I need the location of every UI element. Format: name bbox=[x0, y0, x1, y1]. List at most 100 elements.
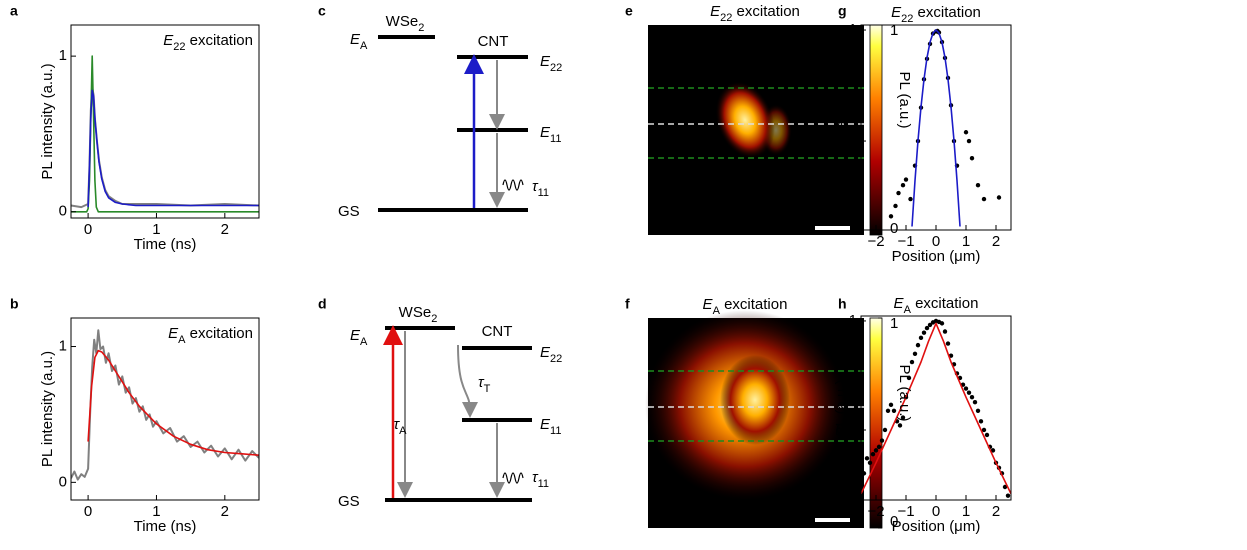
text-part: E bbox=[540, 344, 551, 361]
point bbox=[975, 408, 981, 413]
y-tick-label: 1 bbox=[59, 47, 67, 64]
point bbox=[963, 130, 969, 135]
panel-letter: e bbox=[625, 3, 633, 19]
rich-text: E22 bbox=[540, 53, 562, 74]
x-tick-label: 2 bbox=[992, 233, 1000, 250]
point bbox=[897, 423, 903, 428]
point bbox=[888, 402, 894, 408]
point bbox=[876, 444, 882, 450]
point bbox=[885, 408, 891, 413]
point bbox=[996, 195, 1002, 200]
map-blob bbox=[720, 355, 790, 445]
line bbox=[87, 89, 259, 208]
y-tick-label: 0.1 bbox=[836, 421, 857, 438]
text-part: E bbox=[540, 124, 551, 141]
panel-letter: h bbox=[838, 296, 847, 312]
text-part: τ bbox=[478, 374, 485, 391]
point bbox=[978, 419, 984, 424]
plot-frame bbox=[860, 315, 1012, 501]
text-part: 11 bbox=[550, 425, 561, 437]
colorbar-tick-label: 0 bbox=[890, 513, 898, 530]
text-part: excitation bbox=[185, 32, 253, 49]
panel-letter: a bbox=[10, 3, 18, 19]
text-part: GS bbox=[338, 203, 360, 220]
rich-text: τT bbox=[478, 374, 491, 395]
colorbar-tick-label: 1 bbox=[890, 22, 898, 39]
point bbox=[975, 183, 981, 188]
colorbar-tick-label: 0 bbox=[890, 220, 898, 237]
y-tick-label: 1 bbox=[59, 337, 67, 354]
point bbox=[900, 415, 906, 420]
x-tick-label: −1 bbox=[897, 233, 914, 250]
point bbox=[906, 375, 912, 381]
panel-letter: g bbox=[838, 3, 847, 19]
image-f bbox=[645, 310, 883, 529]
text-part: E bbox=[163, 32, 174, 49]
point bbox=[896, 190, 901, 196]
y-axis-label: PL intensity (a.u.) bbox=[39, 63, 56, 179]
panel-letter: c bbox=[318, 3, 326, 19]
text-part: A bbox=[713, 305, 721, 317]
point bbox=[966, 138, 972, 144]
text-part: A bbox=[360, 336, 368, 348]
text-part: GS bbox=[338, 493, 360, 510]
point bbox=[882, 427, 888, 433]
point bbox=[984, 432, 990, 438]
line bbox=[71, 86, 259, 209]
rich-text: EA bbox=[350, 327, 368, 348]
text-part: A bbox=[360, 40, 368, 52]
x-axis-label: Position (μm) bbox=[892, 518, 981, 535]
rich-text: WSe2 bbox=[386, 13, 425, 34]
y-axis-label: PL intensity (a.u.) bbox=[39, 351, 56, 467]
diagram-d bbox=[383, 325, 532, 502]
line bbox=[71, 55, 259, 213]
text-part: E bbox=[540, 53, 551, 70]
text-part: 22 bbox=[173, 41, 185, 53]
point bbox=[981, 427, 987, 433]
text-part: 11 bbox=[538, 478, 549, 490]
plot bbox=[71, 329, 259, 481]
point bbox=[927, 322, 933, 328]
text-part: τ bbox=[532, 178, 539, 195]
text-part: A bbox=[399, 425, 407, 437]
line bbox=[911, 29, 961, 227]
point bbox=[1005, 493, 1011, 498]
point bbox=[963, 386, 969, 391]
text-part: E bbox=[894, 295, 905, 312]
x-tick-label: 1 bbox=[962, 233, 970, 250]
panel-letter: f bbox=[625, 296, 630, 312]
rich-text: EA excitation bbox=[894, 295, 979, 316]
point bbox=[867, 460, 873, 466]
x-tick-label: 1 bbox=[152, 221, 160, 238]
point bbox=[939, 321, 945, 326]
point bbox=[879, 438, 885, 443]
colorbar-tick-label: 1 bbox=[890, 315, 898, 332]
plot-frame bbox=[70, 24, 260, 219]
text-part: excitation bbox=[913, 4, 981, 21]
text-part: T bbox=[484, 383, 491, 395]
rich-text: τ11 bbox=[532, 469, 549, 490]
panel-letter: b bbox=[10, 296, 19, 312]
y-axis-label: PL (a.u.) bbox=[833, 380, 850, 437]
x-tick-label: −2 bbox=[867, 503, 884, 520]
x-axis-label: Position (μm) bbox=[892, 248, 981, 265]
point bbox=[924, 325, 930, 331]
point bbox=[888, 214, 894, 219]
rich-text: E22 bbox=[540, 344, 562, 365]
y-tick-label: 0 bbox=[59, 203, 67, 220]
x-tick-label: 1 bbox=[962, 503, 970, 520]
rich-text: E11 bbox=[540, 416, 561, 437]
point bbox=[966, 390, 972, 395]
y-tick-label: 0 bbox=[59, 473, 67, 490]
text-part: 22 bbox=[901, 13, 913, 25]
y-axis-label: PL (a.u.) bbox=[833, 99, 850, 156]
text-part: A bbox=[904, 304, 912, 316]
text-part: E bbox=[710, 3, 721, 20]
point bbox=[921, 330, 927, 335]
text-part: E bbox=[703, 296, 714, 313]
point bbox=[942, 329, 948, 334]
point bbox=[945, 341, 951, 346]
wave bbox=[502, 179, 524, 191]
plot bbox=[861, 318, 1011, 498]
rich-text: CNT bbox=[478, 33, 509, 50]
